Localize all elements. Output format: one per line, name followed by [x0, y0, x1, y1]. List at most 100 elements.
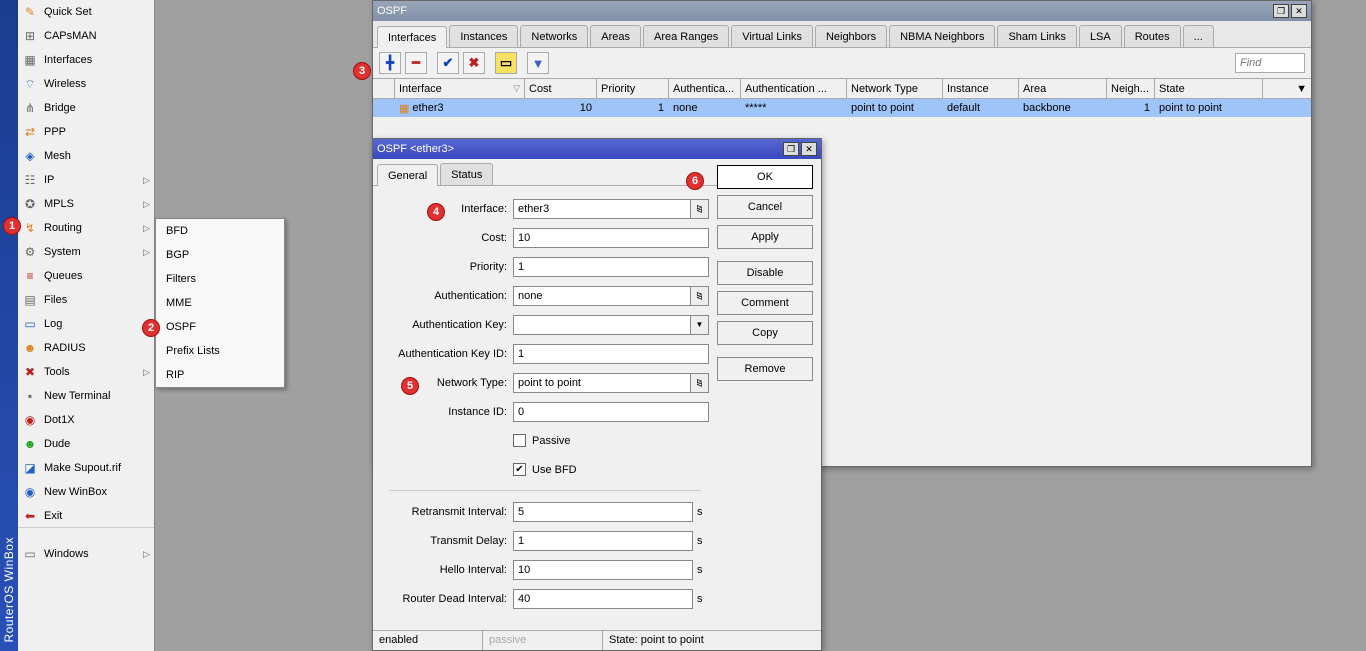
column-header[interactable]: Authentica...	[669, 79, 741, 98]
submenu-item-rip[interactable]: RIP	[156, 363, 284, 387]
tab--[interactable]: ...	[1183, 25, 1214, 47]
remove-button[interactable]: Remove	[717, 357, 813, 381]
column-header[interactable]: Neigh...	[1107, 79, 1155, 98]
sidebar-item-interfaces[interactable]: ▦Interfaces	[18, 48, 154, 72]
sidebar-item-queues[interactable]: ≡Queues	[18, 264, 154, 288]
menu-label: Tools	[44, 366, 143, 378]
sidebar-item-exit[interactable]: ⬅Exit	[18, 504, 154, 528]
cell: point to point	[1155, 99, 1263, 117]
remove-button[interactable]: ━	[405, 52, 427, 74]
apply-button[interactable]: Apply	[717, 225, 813, 249]
tab-routes[interactable]: Routes	[1124, 25, 1181, 47]
column-header[interactable]: Cost	[525, 79, 597, 98]
sidebar-item-windows[interactable]: ▭Windows▷	[18, 542, 154, 566]
comment-button[interactable]: Comment	[717, 291, 813, 315]
close-button[interactable]: ✕	[801, 142, 817, 156]
disable-button[interactable]: ✖	[463, 52, 485, 74]
column-header[interactable]: Area	[1019, 79, 1107, 98]
table-row[interactable]: ▦ether3101none*****point to pointdefault…	[373, 99, 1311, 117]
sidebar-item-capsman[interactable]: ⊞CAPsMAN	[18, 24, 154, 48]
enable-button[interactable]: ✔	[437, 52, 459, 74]
nettype-field[interactable]	[513, 373, 691, 393]
tab-areas[interactable]: Areas	[590, 25, 641, 47]
retx-field[interactable]	[513, 502, 693, 522]
tab-general[interactable]: General	[377, 164, 438, 186]
disable-button[interactable]: Disable	[717, 261, 813, 285]
close-button[interactable]: ✕	[1291, 4, 1307, 18]
sidebar-item-dot1x[interactable]: ◉Dot1X	[18, 408, 154, 432]
sidebar-item-new-terminal[interactable]: ▪New Terminal	[18, 384, 154, 408]
find-input[interactable]	[1235, 53, 1305, 73]
menu-icon: ☻	[22, 340, 38, 356]
sidebar-item-mpls[interactable]: ✪MPLS▷	[18, 192, 154, 216]
dead-field[interactable]	[513, 589, 693, 609]
dialog-titlebar[interactable]: OSPF <ether3> ❐ ✕	[373, 139, 821, 159]
tab-status[interactable]: Status	[440, 163, 493, 185]
dialog-buttons: OK Cancel Apply Disable Comment Copy Remove	[717, 159, 821, 650]
submenu-item-prefix-lists[interactable]: Prefix Lists	[156, 339, 284, 363]
ospf-titlebar[interactable]: OSPF ❐ ✕	[373, 1, 1311, 21]
restore-button[interactable]: ❐	[1273, 4, 1289, 18]
priority-field[interactable]	[513, 257, 709, 277]
column-header[interactable]: Instance	[943, 79, 1019, 98]
sidebar-item-dude[interactable]: ☻Dude	[18, 432, 154, 456]
expand-icon[interactable]: ▼	[691, 315, 709, 335]
sidebar-item-wireless[interactable]: ⌔Wireless	[18, 72, 154, 96]
sidebar-item-new-winbox[interactable]: ◉New WinBox	[18, 480, 154, 504]
column-menu-icon[interactable]: ▼	[1263, 79, 1311, 98]
dropdown-icon[interactable]: ⧎	[691, 373, 709, 393]
cost-field[interactable]	[513, 228, 709, 248]
dropdown-icon[interactable]: ⧎	[691, 199, 709, 219]
tab-networks[interactable]: Networks	[520, 25, 588, 47]
sidebar-item-system[interactable]: ⚙System▷	[18, 240, 154, 264]
authkey-field[interactable]	[513, 315, 691, 335]
hello-field[interactable]	[513, 560, 693, 580]
tab-lsa[interactable]: LSA	[1079, 25, 1122, 47]
sidebar-item-routing[interactable]: ↯Routing▷	[18, 216, 154, 240]
sidebar-item-bridge[interactable]: ⋔Bridge	[18, 96, 154, 120]
copy-button[interactable]: Copy	[717, 321, 813, 345]
tab-neighbors[interactable]: Neighbors	[815, 25, 887, 47]
submenu-item-ospf[interactable]: OSPF	[156, 315, 284, 339]
submenu-item-filters[interactable]: Filters	[156, 267, 284, 291]
column-header[interactable]: Authentication ...	[741, 79, 847, 98]
column-header[interactable]	[373, 79, 395, 98]
column-header[interactable]: Network Type	[847, 79, 943, 98]
sidebar-item-make-supout-rif[interactable]: ◪Make Supout.rif	[18, 456, 154, 480]
dropdown-icon[interactable]: ⧎	[691, 286, 709, 306]
ok-button[interactable]: OK	[717, 165, 813, 189]
sidebar-item-tools[interactable]: ✖Tools▷	[18, 360, 154, 384]
auth-field[interactable]	[513, 286, 691, 306]
tab-nbma-neighbors[interactable]: NBMA Neighbors	[889, 25, 995, 47]
tab-instances[interactable]: Instances	[449, 25, 518, 47]
sidebar-item-ip[interactable]: ☷IP▷	[18, 168, 154, 192]
column-header[interactable]: Priority	[597, 79, 669, 98]
sidebar-item-radius[interactable]: ☻RADIUS	[18, 336, 154, 360]
interface-field[interactable]	[513, 199, 691, 219]
cancel-button[interactable]: Cancel	[717, 195, 813, 219]
add-button[interactable]: ╋	[379, 52, 401, 74]
comment-button[interactable]: ▭	[495, 52, 517, 74]
passive-checkbox[interactable]	[513, 434, 526, 447]
instanceid-field[interactable]	[513, 402, 709, 422]
column-header[interactable]: Interface▽	[395, 79, 525, 98]
txdelay-field[interactable]	[513, 531, 693, 551]
authkeyid-field[interactable]	[513, 344, 709, 364]
submenu-item-bfd[interactable]: BFD	[156, 219, 284, 243]
filter-button[interactable]: ▼	[527, 52, 549, 74]
restore-button[interactable]: ❐	[783, 142, 799, 156]
submenu-item-mme[interactable]: MME	[156, 291, 284, 315]
sidebar-item-ppp[interactable]: ⇄PPP	[18, 120, 154, 144]
menu-icon: ↯	[22, 220, 38, 236]
sidebar-item-log[interactable]: ▭Log	[18, 312, 154, 336]
submenu-item-bgp[interactable]: BGP	[156, 243, 284, 267]
tab-sham-links[interactable]: Sham Links	[997, 25, 1076, 47]
sidebar-item-quick-set[interactable]: ✎Quick Set	[18, 0, 154, 24]
tab-virtual-links[interactable]: Virtual Links	[731, 25, 813, 47]
column-header[interactable]: State	[1155, 79, 1263, 98]
tab-interfaces[interactable]: Interfaces	[377, 26, 447, 48]
sidebar-item-mesh[interactable]: ◈Mesh	[18, 144, 154, 168]
usebfd-checkbox[interactable]: ✔	[513, 463, 526, 476]
tab-area-ranges[interactable]: Area Ranges	[643, 25, 729, 47]
sidebar-item-files[interactable]: ▤Files	[18, 288, 154, 312]
